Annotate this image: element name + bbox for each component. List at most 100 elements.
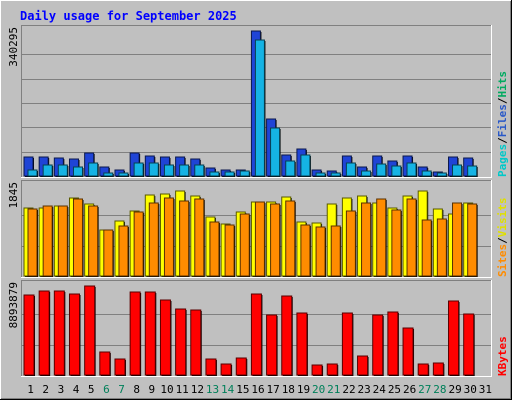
bar-files-day-30 [467,165,478,177]
bar-kbytes-day-30 [463,313,475,376]
x-tick-label: 28 [433,383,446,396]
bar-files-day-7 [118,172,129,177]
legend-pages: Pages [496,144,509,177]
x-tick-label: 7 [118,383,125,396]
bar-files-day-28 [436,172,447,177]
chart-panels: 340295Pages/Files/Hits1845Sites/Visits88… [7,25,509,377]
bar-files-day-22 [345,162,356,177]
bar-kbytes-day-7 [114,358,126,376]
bar-kbytes-day-8 [129,291,141,376]
bar-files-day-6 [103,172,114,177]
bar-files-day-20 [315,172,326,177]
bar-kbytes-day-15 [235,357,247,376]
bar-files-day-10 [163,164,174,177]
x-tick-label: 27 [418,383,431,396]
bar-kbytes-day-11 [175,308,187,376]
bar-kbytes-day-27 [417,363,429,376]
bar-kbytes-day-25 [387,311,399,376]
x-tick-label: 10 [160,383,173,396]
legend-separator: / [496,137,509,144]
bar-sites-day-27 [421,219,432,277]
bar-kbytes-day-20 [311,364,323,376]
bar-kbytes-day-3 [53,290,65,376]
bar-files-day-15 [239,170,250,177]
panel-legend: Pages/Files/Hits [496,71,509,177]
x-tick-label: 2 [42,383,49,396]
panel-requests: 340295 Pages/Files/Hits [7,25,509,178]
bar-kbytes-day-4 [68,293,80,376]
bar-kbytes-day-26 [402,327,414,376]
x-tick-label: 16 [251,383,264,396]
x-tick-label: 6 [103,383,110,396]
bar-kbytes-day-16 [250,293,262,376]
panel-max-label: 340295 [7,27,20,67]
bar-sites-day-26 [406,198,417,277]
x-tick-label: 17 [267,383,280,396]
x-tick-label: 18 [282,383,295,396]
x-tick-label: 3 [58,383,65,396]
x-tick-label: 24 [373,383,387,396]
bar-sites-day-29 [452,202,463,277]
x-tick-label: 15 [236,383,249,396]
bar-sites-day-2 [42,205,53,277]
bar-sites-day-20 [315,226,326,277]
bar-files-day-24 [376,163,387,177]
x-tick-label: 26 [403,383,416,396]
bar-sites-day-10 [163,197,174,277]
legend-visits: Visits [496,198,509,238]
x-tick-label: 14 [221,383,235,396]
x-tick-label: 8 [133,383,140,396]
bar-sites-day-16 [254,201,265,277]
bar-sites-day-13 [209,221,220,277]
bar-files-day-25 [391,165,402,177]
bar-files-day-29 [452,164,463,177]
bar-files-day-13 [209,171,220,177]
x-tick-label: 31 [479,383,492,396]
bar-files-day-1 [27,169,38,177]
x-axis-tick-labels: 1 2 3 4 5 6 7 8 9 10 11 12 13 14 15 16 17 18 19 20 21 22 23 24 2… [27,383,492,396]
bar-sites-day-1 [27,208,38,277]
bar-files-day-9 [148,162,159,177]
x-tick-label: 21 [327,383,340,396]
legend-separator: / [496,237,509,244]
bar-sites-day-19 [300,224,311,277]
bar-kbytes-day-12 [190,309,202,376]
bar-sites-day-24 [376,198,387,277]
legend-separator: / [496,97,509,104]
bar-sites-day-5 [88,205,99,277]
bar-sites-day-11 [179,200,190,277]
x-tick-label: 1 [27,383,34,396]
bar-files-day-5 [88,162,99,177]
x-tick-label: 20 [312,383,325,396]
bar-files-day-14 [224,171,235,177]
x-tick-label: 9 [149,383,156,396]
bar-sites-day-8 [133,211,144,277]
x-tick-label: 13 [206,383,219,396]
bar-sites-day-6 [103,229,114,277]
x-tick-label: 22 [342,383,355,396]
x-tick-label: 5 [88,383,95,396]
bar-files-day-17 [270,127,281,177]
bar-kbytes-day-29 [448,300,460,376]
panel-visits: 1845 Sites/Visits [7,180,509,278]
bar-kbytes-day-10 [159,299,171,376]
bar-files-day-4 [72,166,83,177]
bar-kbytes-day-1 [23,294,35,376]
bar-kbytes-day-13 [205,358,217,376]
bar-kbytes-day-28 [432,362,444,376]
bar-sites-day-23 [361,202,372,277]
bar-kbytes-day-24 [372,314,384,376]
bar-kbytes-day-23 [357,355,369,376]
bar-kbytes-day-18 [281,295,293,376]
bar-kbytes-day-17 [266,314,278,376]
bar-files-day-27 [421,170,432,177]
bar-sites-day-7 [118,225,129,277]
x-tick-label: 23 [358,383,371,396]
bar-kbytes-day-2 [38,290,50,376]
bar-sites-day-9 [148,202,159,277]
x-tick-label: 11 [176,383,189,396]
bar-files-day-23 [361,170,372,177]
bar-sites-day-21 [330,225,341,277]
x-tick-label: 30 [464,383,477,396]
bar-sites-day-3 [57,205,68,277]
